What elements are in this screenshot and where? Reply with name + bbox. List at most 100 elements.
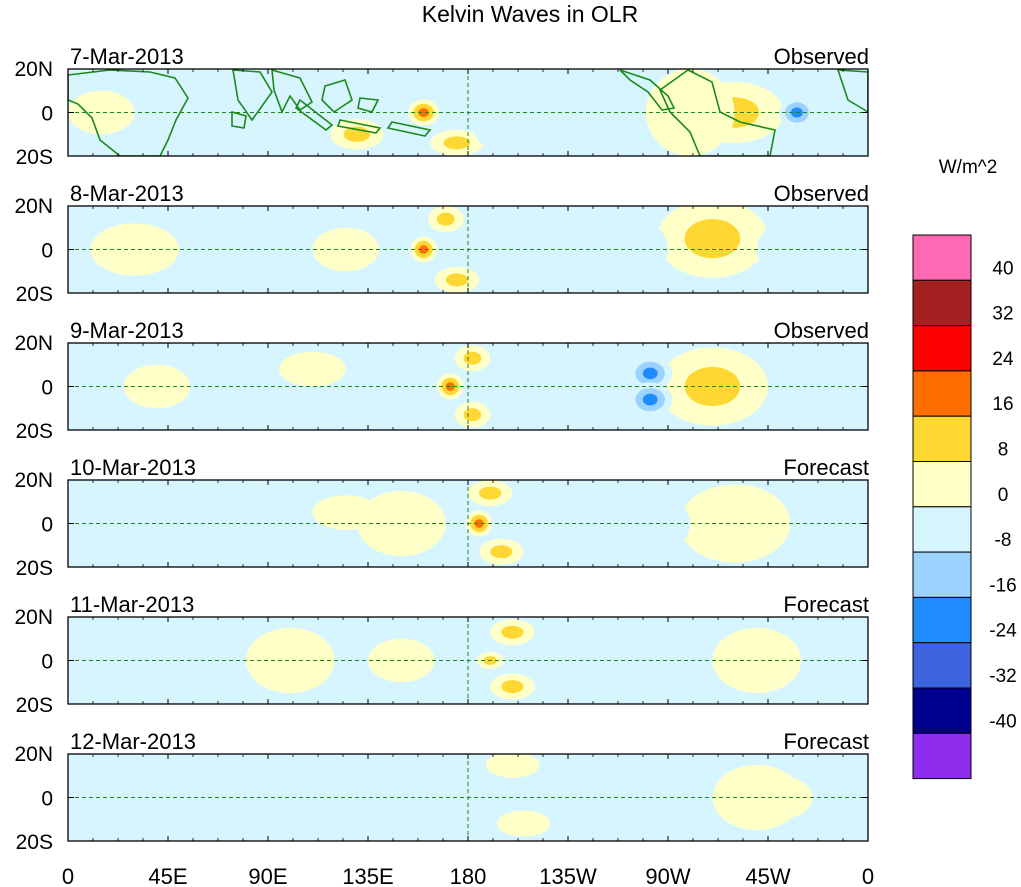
coastline [658, 69, 776, 156]
panel-date: 9-Mar-2013 [70, 318, 184, 343]
panel-date: 12-Mar-2013 [70, 729, 196, 754]
y-tick-label: 0 [41, 240, 53, 263]
y-tick-label: 20S [16, 146, 53, 169]
anomaly-contour [501, 625, 524, 639]
panel-2: 20N 0 20S 8-Mar-2013 Observed [14, 181, 869, 306]
anomaly-contour [436, 212, 455, 226]
anomaly-field [68, 69, 815, 156]
anomaly-contour [634, 758, 702, 794]
anomaly-contour [368, 638, 435, 683]
anomaly-contour [474, 519, 484, 528]
coastline [836, 69, 868, 113]
colorbar-units: W/m^2 [939, 157, 998, 178]
y-tick-label: 20N [14, 469, 53, 492]
panel-status: Observed [774, 181, 869, 206]
colorbar-label: -32 [989, 666, 1016, 687]
y-tick-label: 20N [14, 58, 53, 81]
colorbar-label: 16 [992, 394, 1013, 415]
x-tick-label: 45W [745, 864, 790, 887]
y-tick-label: 20N [14, 332, 53, 355]
anomaly-contour [356, 490, 446, 557]
anomaly-contour [245, 627, 335, 694]
y-tick-label: 20S [16, 420, 53, 443]
panel-3: 20N 0 20S 9-Mar-2013 Observed [14, 318, 869, 443]
anomaly-contour [479, 486, 502, 500]
anomaly-contour [642, 393, 658, 406]
panel-date: 8-Mar-2013 [70, 181, 184, 206]
anomaly-field [90, 206, 857, 293]
panel-5: 20N 0 20S 11-Mar-2013 Forecast [14, 592, 869, 717]
colorbar-label: 8 [998, 440, 1009, 461]
y-tick-label: 20S [16, 557, 53, 580]
anomaly-contour [550, 73, 675, 152]
panel-date: 10-Mar-2013 [70, 455, 196, 480]
coastline [68, 69, 189, 156]
x-tick-label: 45E [148, 864, 187, 887]
x-tick-label: 90E [248, 864, 287, 887]
colorbar-swatch [912, 370, 972, 417]
panel-status: Observed [774, 44, 869, 69]
y-tick-label: 0 [41, 514, 53, 537]
colorbar-swatch [912, 325, 972, 372]
colorbar-label: -16 [989, 575, 1016, 596]
colorbar-swatch [912, 551, 972, 598]
coastline [386, 121, 432, 137]
panel-status: Observed [774, 318, 869, 343]
anomaly-contour [534, 480, 691, 567]
colorbar-swatch [912, 506, 972, 553]
anomaly-contour [418, 108, 429, 117]
panel-status: Forecast [783, 592, 869, 617]
anomaly-contour [123, 764, 191, 831]
y-tick-label: 20N [14, 195, 53, 218]
y-tick-label: 20S [16, 283, 53, 306]
y-tick-label: 20N [14, 606, 53, 629]
colorbar-swatch [912, 687, 972, 734]
panel-date: 11-Mar-2013 [70, 592, 194, 617]
colorbar-label: 0 [998, 485, 1009, 506]
colorbar-swatch [912, 415, 972, 463]
anomaly-contour [501, 680, 524, 694]
colorbar-swatch [912, 642, 972, 689]
anomaly-contour [485, 754, 540, 778]
coastline [231, 110, 247, 129]
panel-status: Forecast [783, 455, 869, 480]
anomaly-contour [279, 351, 346, 387]
x-tick-label: 180 [450, 864, 487, 887]
coastline [321, 79, 353, 114]
anomaly-contour [419, 245, 428, 254]
anomaly-contour [790, 490, 857, 557]
colorbar-label: 32 [992, 304, 1013, 325]
coastline [271, 69, 314, 115]
x-tick-label: 90W [645, 864, 690, 887]
colorbar-label: -24 [989, 621, 1017, 642]
anomaly-contour [312, 227, 380, 272]
colorbar-label: -40 [989, 711, 1016, 732]
anomaly-contour [463, 351, 482, 365]
anomaly-contour [463, 408, 482, 422]
panel-6: 20N 0 20S 12-Mar-2013 Forecast [14, 729, 869, 854]
y-tick-label: 0 [41, 103, 53, 126]
colorbar-swatch [912, 279, 972, 327]
anomaly-contour [445, 382, 455, 391]
anomaly-contour [684, 219, 741, 259]
anomaly-contour [745, 775, 813, 820]
y-tick-label: 20N [14, 743, 53, 766]
anomaly-contour [68, 90, 135, 135]
anomaly-contour [512, 343, 602, 430]
anomaly-contour [645, 69, 735, 156]
anomaly-contour [312, 806, 357, 833]
colorbar-swatch [912, 732, 972, 780]
y-tick-label: 20S [16, 831, 53, 854]
panel-4: 20N 0 20S 10-Mar-2013 Forecast [14, 455, 869, 580]
anomaly-contour [443, 136, 471, 150]
anomaly-contour [642, 367, 658, 380]
chart-title: Kelvin Waves in OLR [422, 1, 638, 27]
x-tick-label: 0 [862, 864, 874, 887]
panel-date: 7-Mar-2013 [70, 44, 184, 69]
anomaly-contour [496, 810, 551, 837]
coastline [336, 119, 382, 134]
coastline [619, 69, 676, 111]
anomaly-contour [756, 216, 846, 283]
y-tick-label: 0 [41, 788, 53, 811]
